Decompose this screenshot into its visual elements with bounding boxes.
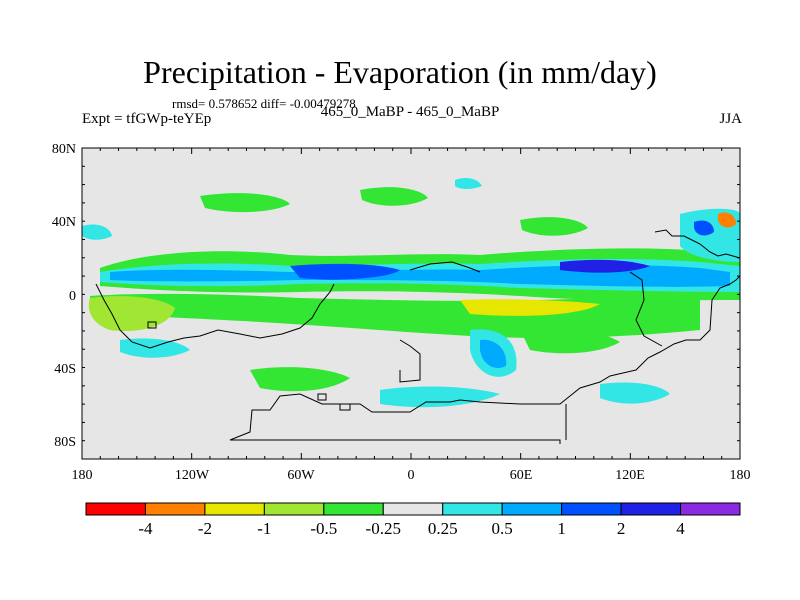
coastline-northeast bbox=[654, 229, 741, 259]
colorbar-swatch bbox=[620, 502, 682, 516]
lon-tick-label: 180 bbox=[730, 468, 751, 483]
colorbar-swatch bbox=[561, 502, 622, 516]
colorbar-swatch bbox=[144, 502, 206, 516]
colorbar-label: -4 bbox=[138, 519, 153, 538]
colorbar-label: 0.25 bbox=[428, 519, 458, 538]
field-south-cyan-patch-2 bbox=[380, 386, 500, 408]
colorbar-swatch bbox=[382, 502, 444, 516]
field-north-green-patch-2 bbox=[360, 187, 428, 206]
field-north-green-patch-3 bbox=[520, 217, 588, 236]
field-equatorial-yellow-patch bbox=[460, 299, 600, 316]
field-south-green-patch-2 bbox=[520, 328, 620, 354]
field-northeast-blue-spot bbox=[694, 220, 714, 236]
lat-tick-label: 40N bbox=[52, 215, 76, 230]
colorbar-swatch bbox=[204, 502, 265, 516]
field-south-green-patch-1 bbox=[250, 367, 350, 392]
field-northwest-cyan-patch bbox=[82, 224, 112, 240]
field-north-cyan-patch-1 bbox=[455, 178, 482, 189]
colorbar: -4 -2 -1 -0.5 -0.25 0.25 0.5 1 2 4 bbox=[85, 502, 741, 538]
colorbar-swatch bbox=[442, 502, 503, 516]
lat-tick-label: 40S bbox=[54, 362, 76, 377]
coastline-south-continent bbox=[229, 275, 741, 444]
coastline-island-3 bbox=[147, 321, 157, 329]
colorbar-label: 1 bbox=[557, 519, 566, 538]
period-label: 465_0_MaBP - 465_0_MaBP bbox=[320, 104, 500, 120]
season-label: JJA bbox=[719, 111, 742, 127]
colorbar-swatch bbox=[323, 502, 384, 516]
rmsd-diff-stats: rmsd= 0.578652 diff= -0.00479278 bbox=[172, 96, 356, 111]
colorbar-label: -2 bbox=[198, 519, 212, 538]
lon-tick-label: 120W bbox=[175, 468, 210, 483]
map-field bbox=[82, 148, 740, 459]
colorbar-swatch bbox=[680, 502, 741, 516]
lat-tick-label: 80S bbox=[54, 435, 76, 450]
coastlines bbox=[95, 229, 741, 444]
field-pacific-darkblue-core bbox=[560, 259, 650, 273]
experiment-label: Expt = tfGWp-teYEp bbox=[82, 111, 212, 127]
lon-tick-label: 60E bbox=[510, 468, 533, 483]
colorbar-label: -1 bbox=[257, 519, 271, 538]
colorbar-swatch bbox=[501, 502, 563, 516]
colorbar-label: 0.5 bbox=[492, 519, 513, 538]
coastline-island-1 bbox=[339, 403, 351, 411]
colorbar-label: -0.25 bbox=[366, 519, 401, 538]
field-south-cyan-patch-3 bbox=[600, 382, 670, 404]
lon-tick-label: 120E bbox=[615, 468, 645, 483]
field-north-darkblue-core bbox=[290, 263, 400, 280]
colorbar-swatch bbox=[263, 502, 325, 516]
field-northeast-red-spot bbox=[718, 212, 736, 228]
coastline-west-continent bbox=[95, 283, 335, 349]
colorbar-label: 2 bbox=[617, 519, 626, 538]
colorbar-swatch bbox=[85, 502, 146, 516]
plot-title: Precipitation - Evaporation (in mm/day) bbox=[143, 54, 657, 90]
colorbar-label: 4 bbox=[676, 519, 685, 538]
field-north-green-patch-1 bbox=[200, 193, 290, 213]
coastline-island-2 bbox=[317, 393, 327, 401]
axis-ticks bbox=[81, 147, 741, 460]
coastline-east-continent bbox=[399, 261, 663, 383]
colorbar-label: -0.5 bbox=[310, 519, 337, 538]
lon-tick-label: 0 bbox=[408, 468, 415, 483]
lon-tick-label: 60W bbox=[287, 468, 315, 483]
lon-tick-label: 180 bbox=[72, 468, 93, 483]
lat-tick-label: 0 bbox=[69, 289, 76, 304]
field-south-cyan-patch-4 bbox=[120, 338, 190, 358]
lat-tick-label: 80N bbox=[52, 142, 76, 157]
field-south-lblue-patch-1 bbox=[480, 339, 507, 369]
